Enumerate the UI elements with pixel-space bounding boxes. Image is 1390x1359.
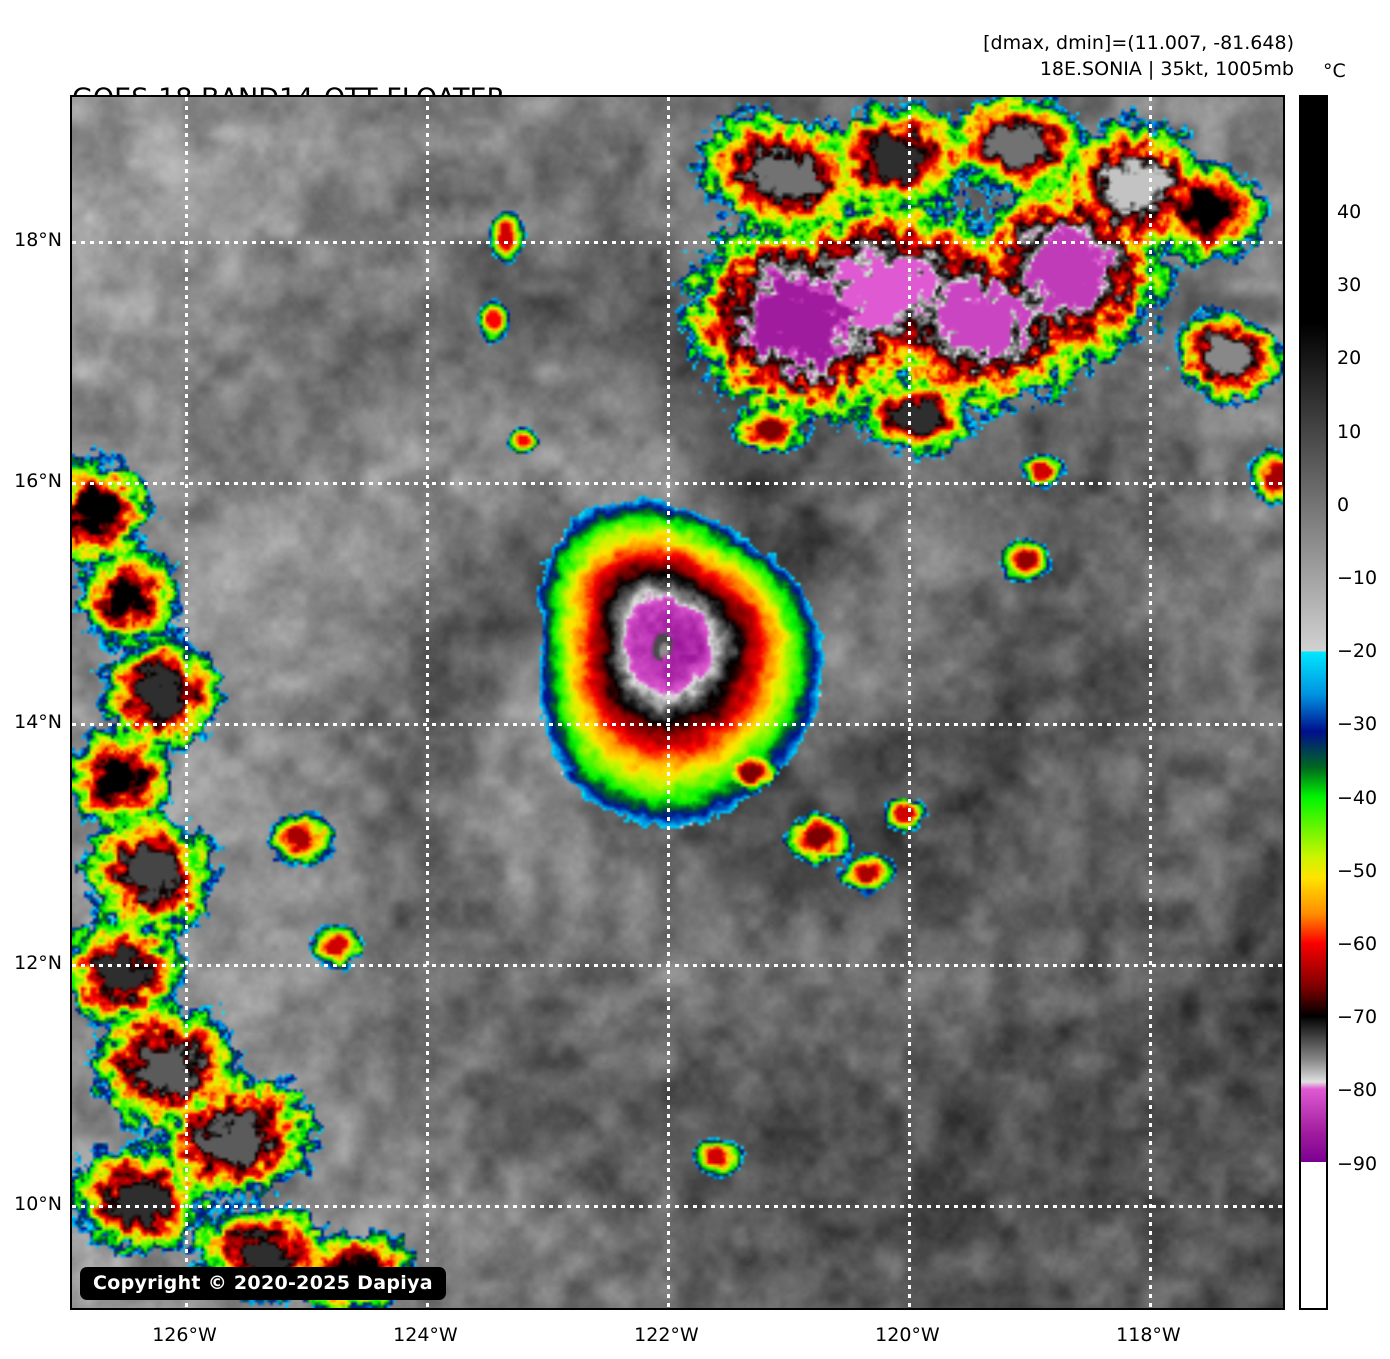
lon-tick-label-3: 120°W	[875, 1324, 940, 1346]
colorbar-tick-9: −50	[1337, 859, 1378, 882]
colorbar-unit-label: °C	[1323, 60, 1346, 82]
colorbar-tick-0: 40	[1337, 201, 1362, 224]
colorbar-tick-2: 20	[1337, 347, 1362, 370]
colorbar-tick-13: −90	[1337, 1152, 1378, 1175]
satellite-imagery-plot[interactable]: Copyright © 2020-2025 Dapiya	[70, 95, 1285, 1310]
lon-tick-label-4: 118°W	[1116, 1324, 1181, 1346]
colorbar-tick-8: −40	[1337, 786, 1378, 809]
colorbar-tick-12: −80	[1337, 1079, 1378, 1102]
lon-tick-label-2: 122°W	[634, 1324, 699, 1346]
infrared-imagery-canvas	[72, 97, 1283, 1308]
colorbar-tick-4: 0	[1337, 493, 1350, 516]
lon-tick-label-1: 124°W	[393, 1324, 458, 1346]
copyright-watermark: Copyright © 2020-2025 Dapiya	[80, 1267, 446, 1300]
temperature-colorbar[interactable]	[1299, 95, 1328, 1310]
ir-brightness-temperature-raster	[72, 97, 1283, 1308]
colorbar-tick-10: −60	[1337, 933, 1378, 956]
lat-tick-label-4: 10°N	[14, 1192, 62, 1215]
lat-tick-label-1: 16°N	[14, 469, 62, 492]
colorbar-tick-6: −20	[1337, 640, 1378, 663]
colorbar-tick-11: −70	[1337, 1006, 1378, 1029]
lon-tick-label-0: 126°W	[152, 1324, 217, 1346]
colorbar-tick-7: −30	[1337, 713, 1378, 736]
lat-tick-label-0: 18°N	[14, 228, 62, 251]
storm-info-label: 18E.SONIA | 35kt, 1005mb	[1039, 58, 1294, 80]
metadata-block: [dmax, dmin]=(11.007, -81.648) 18E.SONIA…	[983, 30, 1294, 82]
dmax-dmin-label: [dmax, dmin]=(11.007, -81.648)	[983, 32, 1294, 54]
colorbar-tick-1: 30	[1337, 274, 1362, 297]
lat-tick-label-2: 14°N	[14, 710, 62, 733]
lat-tick-label-3: 12°N	[14, 951, 62, 974]
colorbar-tick-5: −10	[1337, 567, 1378, 590]
colorbar-tick-3: 10	[1337, 420, 1362, 443]
colorbar-gradient	[1301, 97, 1326, 1308]
